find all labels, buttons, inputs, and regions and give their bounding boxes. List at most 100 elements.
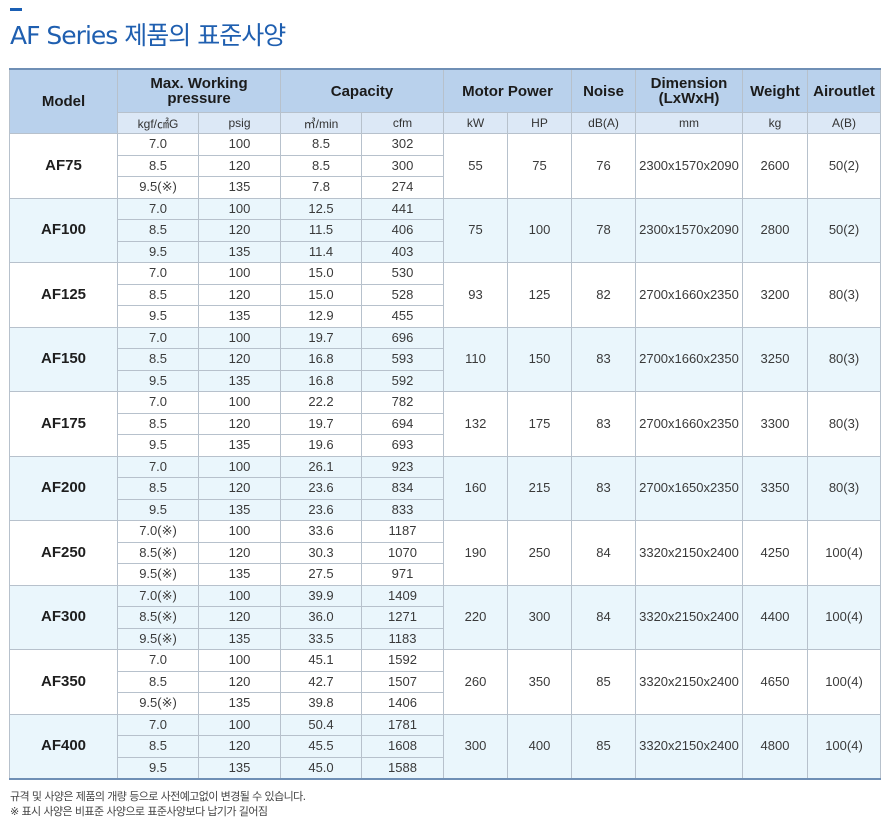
pressure-kgf-cell: 7.0(※) [117, 520, 199, 543]
unit-kgf: kgf/㎠G [117, 112, 199, 134]
capacity-m3-cell: 23.6 [280, 498, 362, 521]
pressure-psig-cell: 100 [198, 649, 281, 672]
pressure-kgf-cell: 7.0 [117, 455, 199, 478]
pressure-kgf-cell: 9.5(※) [117, 692, 199, 715]
pressure-kgf-cell: 8.5 [117, 735, 199, 758]
pressure-psig-cell: 120 [198, 219, 281, 242]
pressure-kgf-cell: 7.0 [117, 391, 199, 414]
model-name: AF175 [9, 391, 118, 457]
motor-hp-cell: 175 [507, 391, 572, 457]
capacity-m3-cell: 19.7 [280, 326, 362, 349]
pressure-kgf-cell: 8.5(※) [117, 606, 199, 629]
pressure-psig-cell: 120 [198, 477, 281, 500]
model-group: AF250 7.0(※) 100 33.6 1187 190 250 84 3320x2150x… [9, 520, 881, 586]
weight-cell: 3350 [742, 455, 808, 521]
capacity-cfm-cell: 1070 [361, 541, 444, 564]
airoutlet-cell: 80(3) [807, 455, 881, 521]
dimension-cell: 3320x2150x2400 [635, 649, 743, 715]
noise-cell: 85 [571, 713, 636, 780]
capacity-m3-cell: 8.5 [280, 133, 362, 156]
capacity-cfm-cell: 593 [361, 348, 444, 371]
dimension-cell: 3320x2150x2400 [635, 584, 743, 650]
airoutlet-cell: 80(3) [807, 326, 881, 392]
noise-cell: 82 [571, 262, 636, 328]
pressure-psig-cell: 120 [198, 348, 281, 371]
pressure-kgf-cell: 7.0 [117, 197, 199, 220]
noise-cell: 83 [571, 326, 636, 392]
noise-cell: 83 [571, 391, 636, 457]
table-row: AF200 7.0 100 26.1 923 160 215 83 2700x1650x2350… [9, 455, 881, 521]
capacity-cfm-cell: 1507 [361, 670, 444, 693]
capacity-cfm-cell: 1588 [361, 756, 444, 780]
airoutlet-cell: 100(4) [807, 713, 881, 780]
weight-cell: 4800 [742, 713, 808, 780]
table-row: AF300 7.0(※) 100 39.9 1409 220 300 84 3320x2150x… [9, 584, 881, 650]
airoutlet-cell: 100(4) [807, 520, 881, 586]
pressure-psig-cell: 135 [198, 434, 281, 457]
pressure-kgf-cell: 8.5 [117, 412, 199, 435]
airoutlet-cell: 50(2) [807, 197, 881, 263]
capacity-cfm-cell: 971 [361, 563, 444, 586]
capacity-cfm-cell: 1183 [361, 627, 444, 650]
noise-cell: 85 [571, 649, 636, 715]
model-group: AF300 7.0(※) 100 39.9 1409 220 300 84 3320x2150x… [9, 584, 881, 650]
header-weight: Weight [742, 68, 808, 113]
pressure-psig-cell: 100 [198, 391, 281, 414]
motor-kw-cell: 160 [443, 455, 508, 521]
header-dimension: Dimension (LxWxH) [635, 68, 743, 113]
footnote-1: 규격 및 사양은 제품의 개량 등으로 사전예고없이 변경될 수 있습니다. [10, 790, 306, 803]
capacity-m3-cell: 11.4 [280, 240, 362, 263]
weight-cell: 4250 [742, 520, 808, 586]
table-row: 8.5 120 11.5 406 [10, 219, 881, 242]
motor-kw-cell: 260 [443, 649, 508, 715]
table-row: AF250 7.0(※) 100 33.6 1187 190 250 84 3320x2150x… [9, 520, 881, 586]
capacity-m3-cell: 39.8 [280, 692, 362, 715]
pressure-kgf-cell: 8.5(※) [117, 541, 199, 564]
weight-cell: 3300 [742, 391, 808, 457]
table-row: AF75 7.0 100 8.5 302 55 75 76 2300x1570x2090 2600… [9, 133, 881, 199]
capacity-cfm-cell: 592 [361, 369, 444, 392]
capacity-cfm-cell: 1271 [361, 606, 444, 629]
weight-cell: 4400 [742, 584, 808, 650]
capacity-cfm-cell: 1608 [361, 735, 444, 758]
pressure-psig-cell: 100 [198, 262, 281, 285]
capacity-m3-cell: 50.4 [280, 713, 362, 736]
capacity-m3-cell: 7.8 [280, 176, 362, 199]
airoutlet-cell: 80(3) [807, 391, 881, 457]
pressure-kgf-cell: 7.0(※) [117, 584, 199, 607]
pressure-psig-cell: 100 [198, 133, 281, 156]
pressure-kgf-cell: 8.5 [117, 219, 199, 242]
capacity-cfm-cell: 694 [361, 412, 444, 435]
model-name: AF400 [9, 713, 118, 780]
model-group: AF100 7.0 100 12.5 441 75 100 78 2300x1570x2090 2… [9, 197, 881, 263]
capacity-m3-cell: 15.0 [280, 262, 362, 285]
capacity-cfm-cell: 923 [361, 455, 444, 478]
table-row: 8.5 120 23.6 834 [10, 477, 881, 500]
pressure-psig-cell: 100 [198, 197, 281, 220]
table-row: AF150 7.0 100 19.7 696 110 150 83 2700x1660x2350… [9, 326, 881, 392]
capacity-m3-cell: 30.3 [280, 541, 362, 564]
capacity-m3-cell: 19.7 [280, 412, 362, 435]
pressure-kgf-cell: 7.0 [117, 262, 199, 285]
motor-hp-cell: 250 [507, 520, 572, 586]
motor-hp-cell: 400 [507, 713, 572, 780]
header-airoutlet: Airoutlet [807, 68, 881, 113]
unit-mm: mm [635, 112, 743, 134]
noise-cell: 84 [571, 520, 636, 586]
table-row: AF125 7.0 100 15.0 530 93 125 82 2700x1660x2350 3… [9, 262, 881, 328]
table-row: AF100 7.0 100 12.5 441 75 100 78 2300x1570x2090 2… [9, 197, 881, 263]
capacity-m3-cell: 16.8 [280, 369, 362, 392]
pressure-psig-cell: 100 [198, 326, 281, 349]
capacity-cfm-cell: 693 [361, 434, 444, 457]
dimension-cell: 2700x1650x2350 [635, 455, 743, 521]
pressure-psig-cell: 120 [198, 412, 281, 435]
pressure-kgf-cell: 9.5 [117, 756, 199, 780]
capacity-m3-cell: 36.0 [280, 606, 362, 629]
capacity-cfm-cell: 782 [361, 391, 444, 414]
capacity-m3-cell: 15.0 [280, 283, 362, 306]
airoutlet-cell: 100(4) [807, 584, 881, 650]
model-name: AF125 [9, 262, 118, 328]
model-name: AF300 [9, 584, 118, 650]
unit-psig: psig [198, 112, 281, 134]
capacity-cfm-cell: 455 [361, 305, 444, 328]
